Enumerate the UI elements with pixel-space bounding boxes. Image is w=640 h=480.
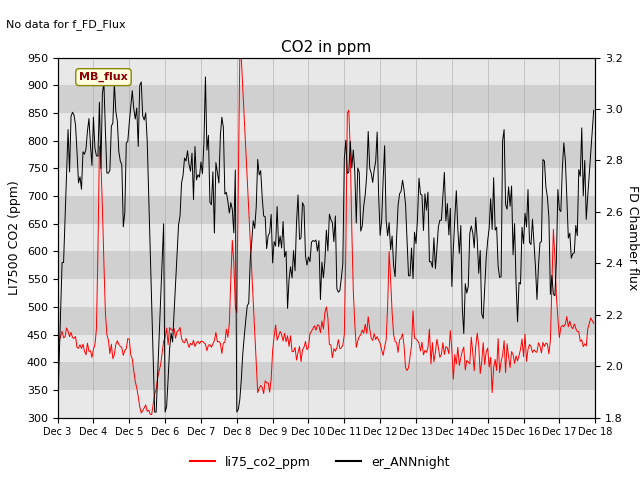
Bar <box>58 307 595 335</box>
Bar <box>58 52 595 58</box>
Text: No data for f_FD_Flux: No data for f_FD_Flux <box>6 19 126 30</box>
Bar <box>58 141 595 168</box>
Bar <box>58 335 595 362</box>
Bar <box>58 252 595 279</box>
Bar <box>58 224 595 252</box>
Y-axis label: LI7500 CO2 (ppm): LI7500 CO2 (ppm) <box>8 180 21 295</box>
Bar <box>58 279 595 307</box>
Bar <box>58 58 595 85</box>
Bar <box>58 362 595 390</box>
Bar <box>58 168 595 196</box>
Bar <box>58 113 595 141</box>
Text: MB_flux: MB_flux <box>79 72 128 82</box>
Bar <box>58 196 595 224</box>
Bar <box>58 390 595 418</box>
Title: CO2 in ppm: CO2 in ppm <box>281 40 372 55</box>
Bar <box>58 85 595 113</box>
Y-axis label: FD Chamber flux: FD Chamber flux <box>627 185 639 290</box>
Legend: li75_co2_ppm, er_ANNnight: li75_co2_ppm, er_ANNnight <box>186 451 454 474</box>
